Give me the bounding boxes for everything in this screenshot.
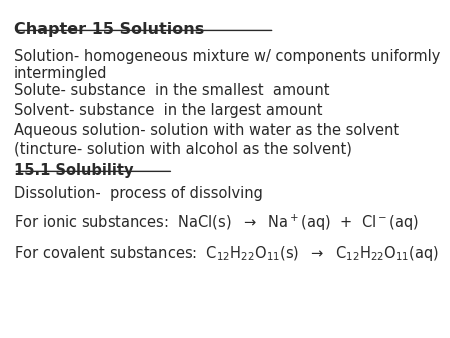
Text: Aqueous solution- solution with water as the solvent: Aqueous solution- solution with water as…: [14, 123, 399, 138]
Text: Chapter 15 Solutions: Chapter 15 Solutions: [14, 22, 204, 37]
Text: Solution- homogeneous mixture w/ components uniformly
intermingled: Solution- homogeneous mixture w/ compone…: [14, 49, 440, 81]
Text: For covalent substances:  C$_{12}$H$_{22}$O$_{11}$(s)  $\rightarrow$  C$_{12}$H$: For covalent substances: C$_{12}$H$_{22}…: [14, 244, 439, 263]
Text: Solvent- substance  in the largest amount: Solvent- substance in the largest amount: [14, 103, 322, 118]
Text: For ionic substances:  NaCl(s)  $\rightarrow$  Na$^+$(aq)  +  Cl$^-$(aq): For ionic substances: NaCl(s) $\rightarr…: [14, 213, 418, 233]
Text: Dissolution-  process of dissolving: Dissolution- process of dissolving: [14, 186, 262, 201]
Text: (tincture- solution with alcohol as the solvent): (tincture- solution with alcohol as the …: [14, 142, 351, 157]
Text: Solute- substance  in the smallest  amount: Solute- substance in the smallest amount: [14, 83, 329, 98]
Text: 15.1 Solubility: 15.1 Solubility: [14, 163, 133, 178]
